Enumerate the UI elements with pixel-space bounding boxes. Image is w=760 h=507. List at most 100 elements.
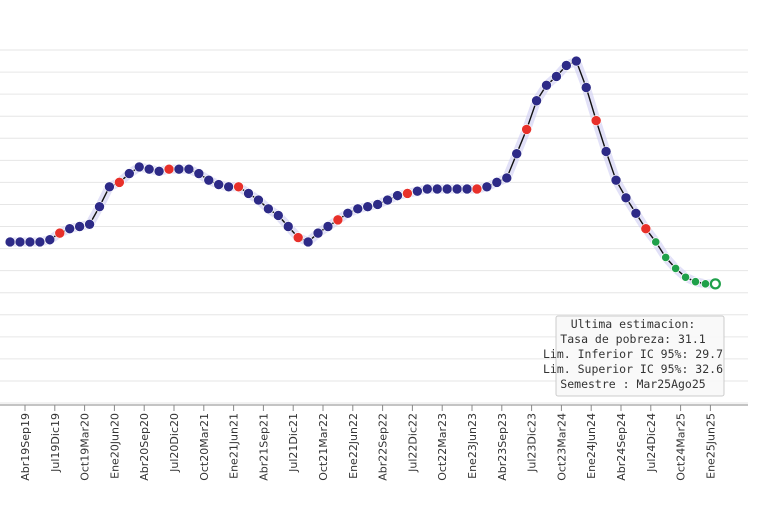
x-tick-label: Oct19Mar20	[79, 413, 92, 481]
data-point	[213, 179, 224, 190]
data-point	[451, 183, 463, 195]
data-point	[620, 192, 632, 204]
x-tick-label: Jul19Dic19	[49, 413, 62, 473]
estimate-point	[661, 252, 671, 262]
x-tick-label: Jul23Dic23	[526, 413, 539, 473]
data-point	[382, 194, 393, 206]
x-tick-label: Jul22Dic22	[406, 413, 419, 473]
data-point	[263, 203, 274, 215]
data-point	[124, 168, 135, 179]
tooltip-title: Ultima estimacion:	[571, 317, 696, 331]
highlight-point	[114, 177, 125, 188]
data-point	[14, 236, 26, 248]
data-point	[302, 236, 314, 248]
data-point	[600, 146, 612, 157]
data-point	[352, 203, 364, 215]
data-point	[570, 55, 582, 67]
data-point	[630, 207, 642, 219]
x-tick-label: Jul24Dic24	[645, 413, 658, 473]
tooltip-poverty-rate: Tasa de pobreza: 31.1	[560, 332, 705, 346]
highlight-point	[471, 183, 483, 195]
data-point	[392, 190, 403, 201]
hovered-point	[709, 278, 721, 290]
highlight-point	[163, 163, 175, 175]
data-point	[531, 95, 542, 107]
x-tick-label: Abr23Sep23	[496, 413, 509, 481]
x-tick-label: Ene24Jun24	[585, 413, 598, 479]
data-point	[24, 236, 36, 248]
highlight-point	[292, 232, 304, 243]
data-point	[610, 174, 622, 186]
x-tick-label: Oct21Mar22	[317, 413, 330, 481]
x-tick-label: Ene22Jun22	[347, 413, 360, 479]
data-point	[173, 163, 185, 175]
data-point	[561, 60, 572, 71]
data-point	[421, 183, 433, 195]
highlight-point	[233, 181, 244, 193]
data-point	[223, 181, 234, 193]
x-tick-label: Ene20Jun20	[108, 413, 121, 479]
highlight-point	[54, 227, 66, 239]
x-tick-label: Ene23Jun23	[466, 413, 479, 479]
data-point	[491, 177, 503, 188]
data-point	[243, 188, 254, 199]
estimate-point	[680, 272, 691, 282]
data-point	[4, 236, 16, 248]
x-tick-label: Oct22Mar23	[436, 413, 449, 481]
tooltip-upper-bound: Lim. Superior IC 95%: 32.6	[543, 362, 723, 376]
data-point	[362, 201, 374, 212]
highlight-point	[521, 124, 532, 135]
x-tick-label: Abr22Sep22	[377, 413, 390, 481]
data-point	[431, 183, 443, 195]
data-point	[143, 163, 155, 175]
data-point	[412, 185, 423, 197]
x-tick-label: Jul21Dic21	[287, 413, 300, 473]
data-point	[372, 199, 383, 210]
data-point	[312, 227, 324, 239]
data-point	[272, 210, 284, 221]
x-tick-label: Abr19Sep19	[19, 413, 32, 481]
x-tick-label: Abr24Sep24	[615, 413, 628, 481]
data-points	[4, 55, 721, 290]
data-point	[203, 174, 215, 186]
data-point	[183, 163, 195, 175]
x-tick-label: Oct23Mar24	[555, 413, 568, 481]
data-point	[541, 80, 552, 91]
x-tick-label: Abr20Sep20	[138, 413, 151, 481]
data-point	[461, 183, 473, 195]
highlight-point	[640, 223, 652, 235]
latest-estimate-tooltip: Ultima estimacion: Tasa de pobreza: 31.1…	[543, 315, 725, 397]
highlight-point	[590, 115, 602, 126]
data-point	[64, 223, 75, 235]
x-tick-label: Ene21Jun21	[228, 413, 241, 479]
data-point	[481, 181, 493, 193]
tooltip-box	[555, 315, 725, 397]
data-point	[580, 82, 592, 93]
x-axis: Abr19Sep19 Jul19Dic19 Oct19Mar20 Ene20Jun20…	[0, 404, 748, 481]
data-point	[133, 161, 145, 173]
data-point	[193, 168, 205, 179]
data-point	[551, 71, 562, 82]
x-tick-label: Oct20Mar21	[198, 413, 211, 481]
data-point	[282, 221, 294, 232]
data-point	[322, 221, 334, 232]
tooltip-lower-bound: Lim. Inferior IC 95%: 29.7	[543, 347, 723, 361]
data-point	[441, 183, 453, 195]
estimate-point	[700, 279, 711, 289]
data-point	[153, 166, 165, 177]
data-point	[253, 194, 264, 206]
data-point	[94, 201, 105, 212]
data-point	[44, 234, 56, 246]
data-point	[84, 218, 95, 230]
x-tick-label: Ene25Jun25	[704, 413, 717, 479]
data-point	[74, 221, 85, 232]
data-point	[342, 207, 354, 219]
highlight-point	[402, 188, 413, 199]
data-point	[511, 148, 523, 159]
data-point	[34, 236, 46, 248]
x-tick-label: Oct24Mar25	[675, 413, 688, 481]
x-tick-label: Abr21Sep21	[257, 413, 270, 481]
data-point	[501, 172, 513, 184]
x-tick-label: Jul20Dic20	[168, 413, 181, 473]
